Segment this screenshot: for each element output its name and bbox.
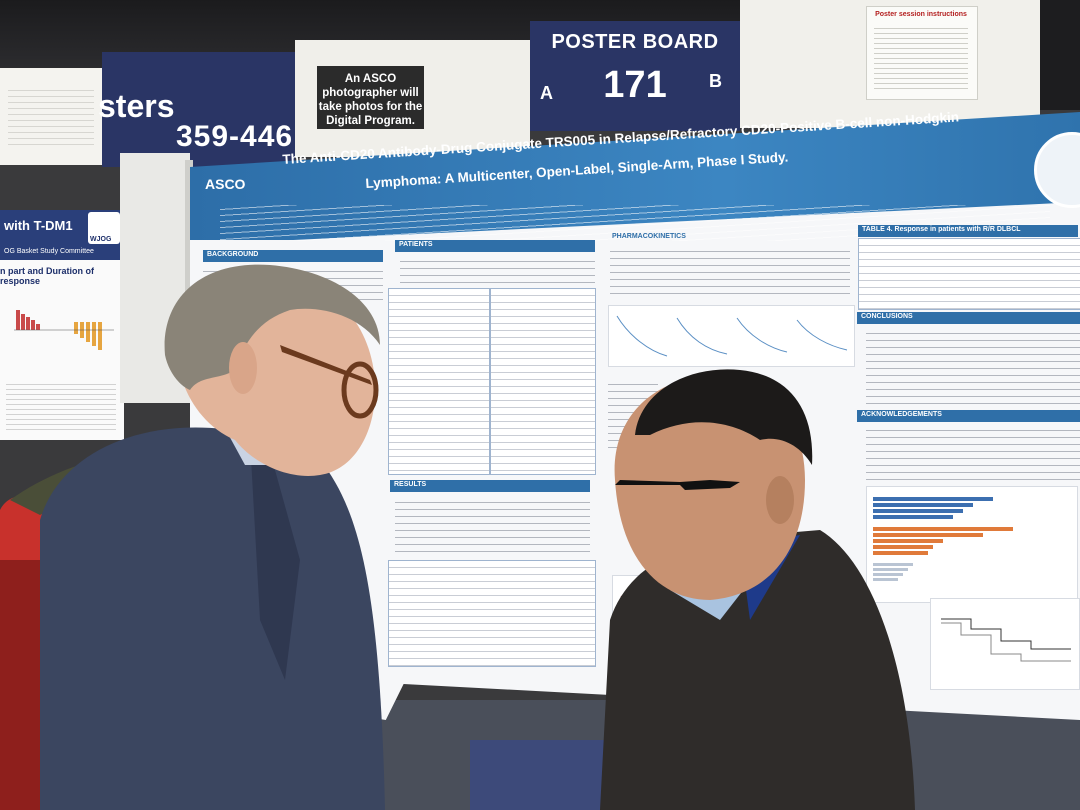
left-poster-section-title: n part and Duration of response [0, 266, 94, 286]
left-poster-subtitle: OG Basket Study Committee [4, 248, 94, 255]
table-4 [858, 238, 1080, 310]
section-background: BACKGROUND [203, 250, 383, 262]
left-poster-text [6, 380, 116, 430]
section-results: RESULTS [390, 480, 590, 492]
duration-bar-figure [866, 486, 1078, 603]
section-table4: TABLE 4. Response in patients with R/R D… [858, 225, 1078, 237]
section-pharmacokinetics: PHARMACOKINETICS [612, 233, 686, 240]
poster-board-title: POSTER BOARD [551, 31, 719, 53]
posters-range-banner [102, 52, 295, 167]
posters-word: sters [98, 88, 175, 124]
patients-text [400, 255, 595, 285]
right-notice-title: Poster session instructions [875, 11, 967, 18]
dark-corner [1040, 0, 1080, 110]
table-2 [490, 288, 596, 475]
poster-board-sign [530, 21, 740, 131]
wjog-logo-text: WJOG [90, 236, 112, 243]
pk-text [610, 245, 850, 295]
left-poster-waterfall-chart [14, 310, 114, 350]
attendee-left [0, 264, 385, 810]
poster-org-label: ASCO [205, 176, 246, 192]
right-notice-text [874, 24, 968, 90]
wjog-logo [88, 212, 120, 244]
section-patients: PATIENTS [395, 240, 595, 252]
pk-concentration-plots [608, 305, 855, 367]
conclusions-text [866, 327, 1080, 407]
posters-range: 359-446 [176, 120, 294, 153]
attendee-right [600, 369, 915, 810]
section-acknowledgements: ACKNOWLEDGEMENTS [857, 410, 1080, 422]
results-text [395, 496, 590, 556]
photographer-notice: An ASCO photographer will take photos fo… [317, 66, 424, 129]
km-curve-figure [930, 598, 1080, 690]
poster-board-side-a: A [540, 83, 553, 103]
left-poster-title: with T-DM1 [4, 218, 73, 233]
section-conclusions: CONCLUSIONS [857, 312, 1080, 324]
table-1 [388, 288, 490, 475]
acknowledgements-text [866, 424, 1080, 484]
table-3-adverse-events [388, 560, 596, 667]
left-notice-text [8, 85, 94, 145]
partition-edge [185, 160, 193, 380]
poster-board-number: 171 [603, 64, 667, 106]
poster-board-side-b: B [709, 71, 722, 91]
